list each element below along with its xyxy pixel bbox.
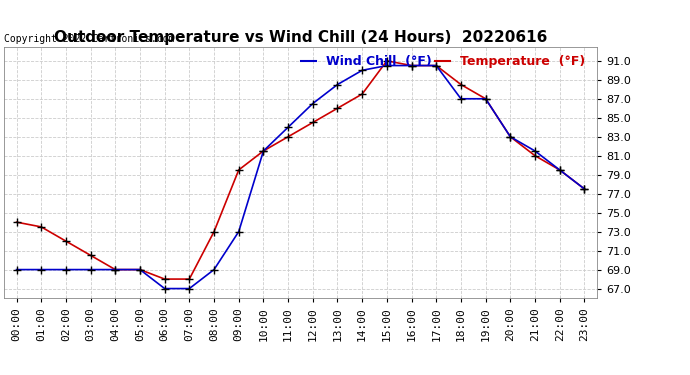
Text: Copyright 2022 Cartronics.com: Copyright 2022 Cartronics.com: [4, 34, 175, 44]
Title: Outdoor Temperature vs Wind Chill (24 Hours)  20220616: Outdoor Temperature vs Wind Chill (24 Ho…: [54, 30, 547, 45]
Legend: Wind Chill  (°F), Temperature  (°F): Wind Chill (°F), Temperature (°F): [296, 50, 591, 74]
